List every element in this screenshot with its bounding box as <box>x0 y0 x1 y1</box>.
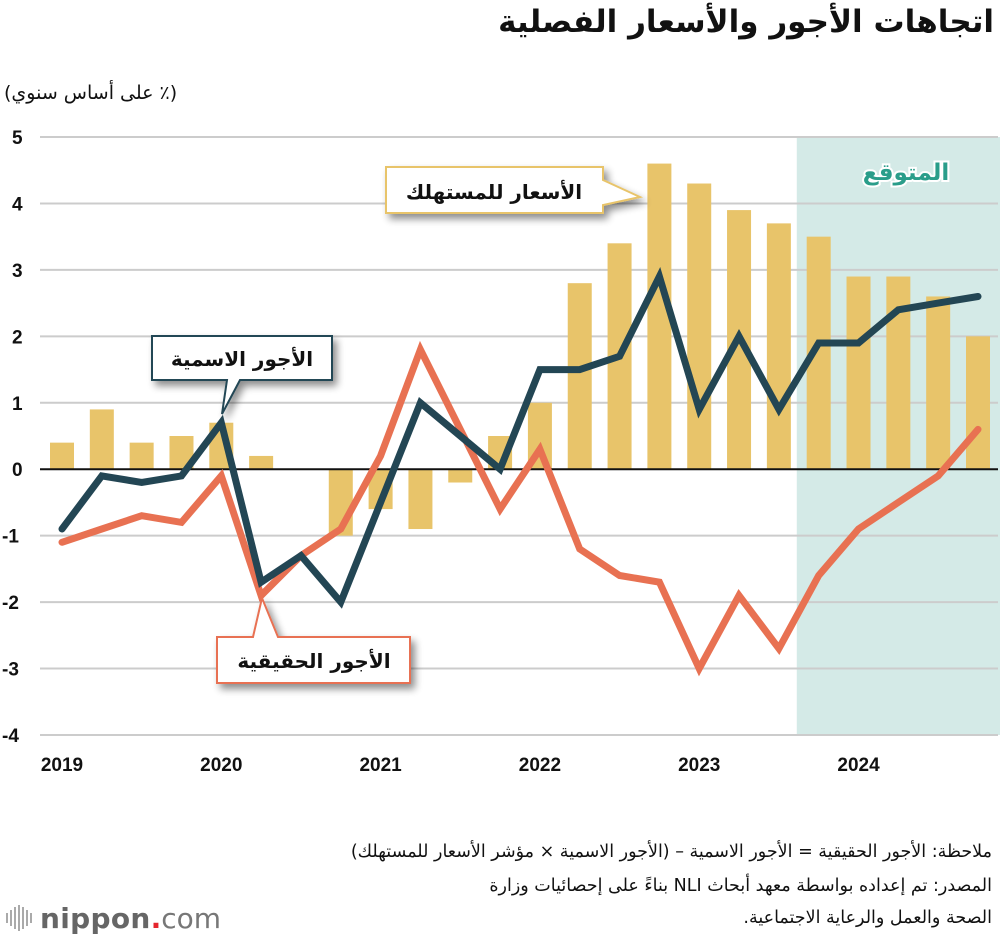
y-tick-label: -4 <box>2 726 19 747</box>
x-tick-label: 2019 <box>41 755 83 776</box>
x-tick-label: 2023 <box>678 755 720 776</box>
y-tick-label: 3 <box>12 261 23 282</box>
cpi-bar <box>966 336 990 470</box>
x-tick-label: 2021 <box>359 755 402 776</box>
note-source-cont: الصحة والعمل والرعاية الاجتماعية. <box>743 908 992 928</box>
x-tick-labels: 2019 2020 2021 2022 2023 2024 <box>41 755 880 776</box>
y-tick-label: -3 <box>2 660 19 681</box>
note-source: المصدر: تم إعداده بواسطة معهد أبحاث NLI … <box>489 876 992 896</box>
callout-real <box>216 594 411 684</box>
forecast-label: المتوقع <box>863 160 950 186</box>
x-tick-label: 2022 <box>519 755 561 776</box>
real-wages-line <box>58 340 982 677</box>
grid-lines <box>40 136 998 736</box>
callout-nominal-text: الأجور الاسمية <box>171 346 313 371</box>
logo-name: nippon <box>40 901 151 935</box>
callout-cpi <box>385 166 644 214</box>
callout-real-box <box>216 594 411 684</box>
nominal-wages-line <box>58 267 982 609</box>
chart-title: اتجاهات الأجور والأسعار الفصلية <box>498 4 994 40</box>
y-tick-label: 5 <box>12 128 23 149</box>
y-axis-unit-label: (٪ على أساس سنوي) <box>4 82 178 104</box>
y-tick-label: 4 <box>12 194 23 215</box>
cpi-bar <box>846 276 871 470</box>
cpi-bar <box>89 409 114 470</box>
cpi-bar <box>687 183 712 470</box>
y-tick-label: 1 <box>12 394 23 415</box>
logo-sound-bars-icon <box>6 905 32 931</box>
callout-real-text: الأجور الحقيقية <box>237 648 390 673</box>
y-tick-label: -1 <box>2 527 19 548</box>
x-tick-label: 2024 <box>837 755 880 776</box>
logo-tld: com <box>161 901 222 935</box>
nippon-logo: nippon. com <box>6 900 221 936</box>
x-tick-label: 2020 <box>200 755 242 776</box>
y-tick-label: 0 <box>12 460 23 481</box>
cpi-bar <box>766 223 791 470</box>
cpi-bar <box>647 163 672 470</box>
callout-nominal-box <box>151 335 333 415</box>
cpi-bar <box>50 442 74 470</box>
callout-cpi-text: الأسعار للمستهلك <box>406 179 582 204</box>
y-tick-label: -2 <box>2 593 19 614</box>
cpi-bar <box>408 469 433 530</box>
y-tick-label: 2 <box>12 327 23 348</box>
cpi-bar <box>926 296 951 470</box>
callout-nominal <box>151 335 333 415</box>
logo-dot: . <box>150 901 162 935</box>
cpi-bar <box>567 283 592 470</box>
note-formula: ملاحظة: الأجور الحقيقية = الأجور الاسمية… <box>350 842 992 862</box>
y-tick-labels: 5 4 3 2 1 0 -1 -2 -3 -4 <box>2 128 23 747</box>
cpi-bar <box>129 442 154 470</box>
cpi-bar <box>448 469 473 483</box>
cpi-bar <box>249 455 274 470</box>
callout-cpi-box <box>385 166 644 214</box>
